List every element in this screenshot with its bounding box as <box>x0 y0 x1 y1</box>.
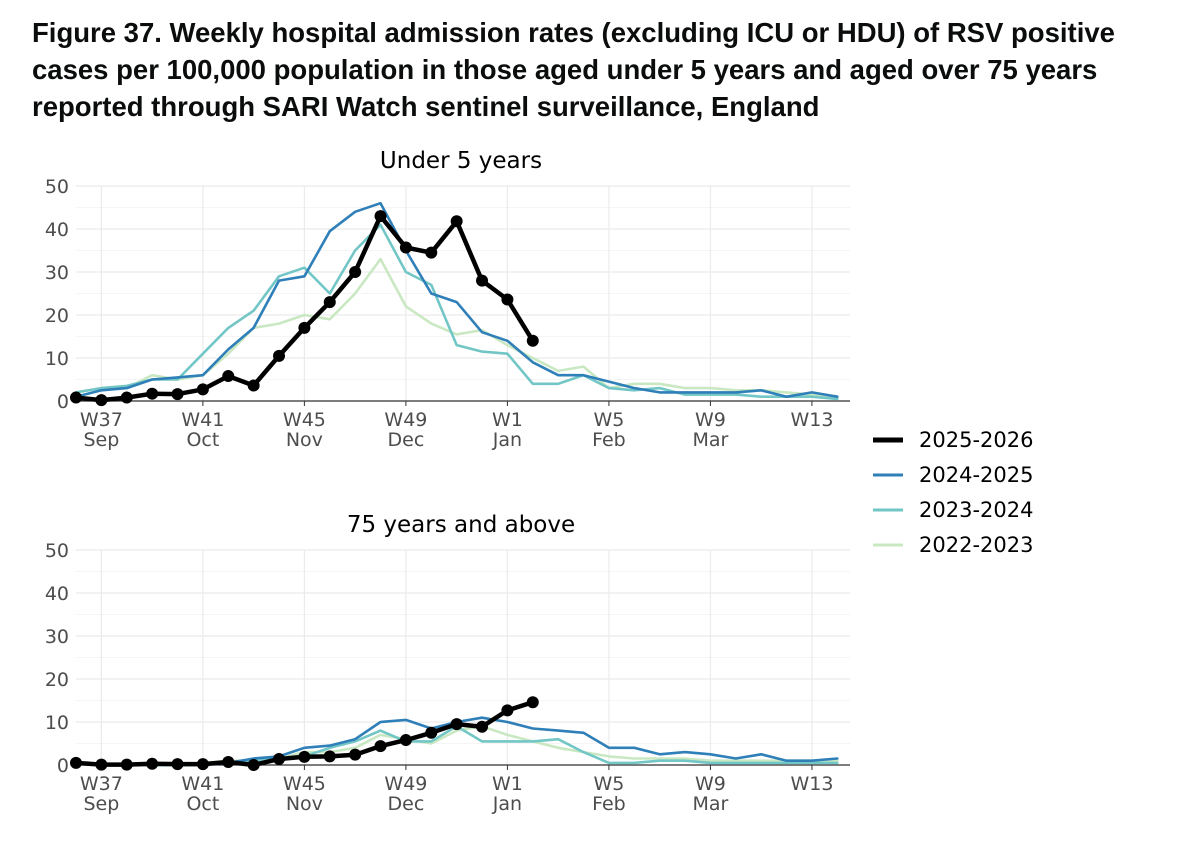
y-tick-label: 10 <box>45 712 69 734</box>
series-line-2023-2024 <box>74 724 839 767</box>
panel-title: Under 5 years <box>380 148 542 174</box>
y-tick-label: 30 <box>45 262 69 284</box>
x-tick-month-label: Mar <box>692 793 728 815</box>
data-point-2025-2026 <box>273 752 286 765</box>
data-point-2025-2026 <box>196 383 209 396</box>
y-tick-label: 0 <box>57 391 69 413</box>
x-tick-week-label: W49 <box>384 773 427 795</box>
x-tick-week-label: W41 <box>181 409 224 431</box>
legend-label-2024-2025: 2024-2025 <box>919 463 1033 487</box>
data-point-2025-2026 <box>476 274 489 287</box>
data-point-2025-2026 <box>476 720 489 733</box>
data-point-2025-2026 <box>298 750 311 763</box>
data-point-2025-2026 <box>349 748 362 761</box>
y-tick-label: 30 <box>45 626 69 648</box>
series-line-2023-2024 <box>74 223 839 401</box>
x-tick-week-label: W5 <box>593 409 624 431</box>
data-point-2025-2026 <box>501 704 514 717</box>
x-tick-week-label: W5 <box>593 773 624 795</box>
data-point-2025-2026 <box>146 387 159 400</box>
data-point-2025-2026 <box>450 215 463 228</box>
data-point-2025-2026 <box>70 391 82 404</box>
data-point-2025-2026 <box>399 241 412 254</box>
data-point-2025-2026 <box>120 758 133 771</box>
data-point-2025-2026 <box>171 388 184 401</box>
y-tick-label: 20 <box>45 669 69 691</box>
x-tick-month-label: Oct <box>186 793 219 815</box>
x-tick-month-label: Dec <box>388 429 425 451</box>
data-point-2025-2026 <box>171 758 184 771</box>
data-point-2025-2026 <box>501 293 514 306</box>
x-tick-month-label: Sep <box>83 429 119 451</box>
data-point-2025-2026 <box>95 394 108 407</box>
x-tick-week-label: W49 <box>384 409 427 431</box>
data-point-2025-2026 <box>222 370 235 383</box>
data-point-2025-2026 <box>323 750 336 763</box>
legend-label-2023-2024: 2023-2024 <box>919 498 1033 522</box>
legend-label-2022-2023: 2022-2023 <box>919 533 1033 557</box>
y-tick-label: 10 <box>45 348 69 370</box>
x-tick-month-label: Nov <box>286 429 323 451</box>
data-point-2025-2026 <box>425 726 438 739</box>
x-tick-week-label: W13 <box>790 773 833 795</box>
data-point-2025-2026 <box>70 756 82 769</box>
y-tick-label: 20 <box>45 305 69 327</box>
data-point-2025-2026 <box>323 296 336 309</box>
x-tick-week-label: W37 <box>80 773 123 795</box>
x-tick-week-label: W9 <box>695 409 726 431</box>
data-point-2025-2026 <box>298 321 311 334</box>
legend: 2025-2026 2024-2025 2023-2024 2022-2023 <box>873 428 1033 557</box>
x-tick-month-label: Oct <box>186 429 219 451</box>
x-tick-week-label: W41 <box>181 773 224 795</box>
data-point-2025-2026 <box>526 696 539 709</box>
figure-title: Figure 37. Weekly hospital admission rat… <box>32 17 1115 122</box>
legend-label-2025-2026: 2025-2026 <box>919 428 1033 452</box>
x-tick-week-label: W1 <box>492 409 523 431</box>
x-tick-week-label: W13 <box>790 409 833 431</box>
data-point-2025-2026 <box>273 349 286 362</box>
data-point-2025-2026 <box>374 210 387 223</box>
x-tick-month-label: Jan <box>492 793 522 815</box>
x-tick-month-label: Nov <box>286 793 323 815</box>
y-tick-label: 50 <box>45 176 69 198</box>
y-tick-label: 40 <box>45 219 69 241</box>
data-point-2025-2026 <box>349 266 362 278</box>
data-point-2025-2026 <box>526 334 539 347</box>
y-tick-label: 0 <box>57 755 69 777</box>
x-tick-week-label: W9 <box>695 773 726 795</box>
panel-title: 75 years and above <box>347 512 575 538</box>
data-point-2025-2026 <box>146 757 159 770</box>
data-point-2025-2026 <box>95 758 108 771</box>
x-tick-week-label: W45 <box>283 409 326 431</box>
data-point-2025-2026 <box>247 759 260 771</box>
x-tick-week-label: W1 <box>492 773 523 795</box>
x-tick-month-label: Jan <box>492 429 522 451</box>
data-point-2025-2026 <box>247 379 260 392</box>
x-tick-month-label: Mar <box>692 429 728 451</box>
x-tick-month-label: Dec <box>388 793 425 815</box>
data-point-2025-2026 <box>399 734 412 747</box>
data-point-2025-2026 <box>374 740 387 753</box>
y-tick-label: 50 <box>45 540 69 562</box>
x-tick-month-label: Sep <box>83 793 119 815</box>
x-tick-month-label: Feb <box>592 429 626 451</box>
x-tick-week-label: W45 <box>283 773 326 795</box>
series-line-2022-2023 <box>74 724 839 767</box>
x-tick-month-label: Feb <box>592 793 626 815</box>
x-tick-week-label: W37 <box>80 409 123 431</box>
data-point-2025-2026 <box>196 758 209 771</box>
data-point-2025-2026 <box>120 391 133 404</box>
series-line-2024-2025 <box>74 201 839 399</box>
data-point-2025-2026 <box>222 755 235 768</box>
data-point-2025-2026 <box>425 246 438 259</box>
y-tick-label: 40 <box>45 583 69 605</box>
data-point-2025-2026 <box>450 718 463 731</box>
